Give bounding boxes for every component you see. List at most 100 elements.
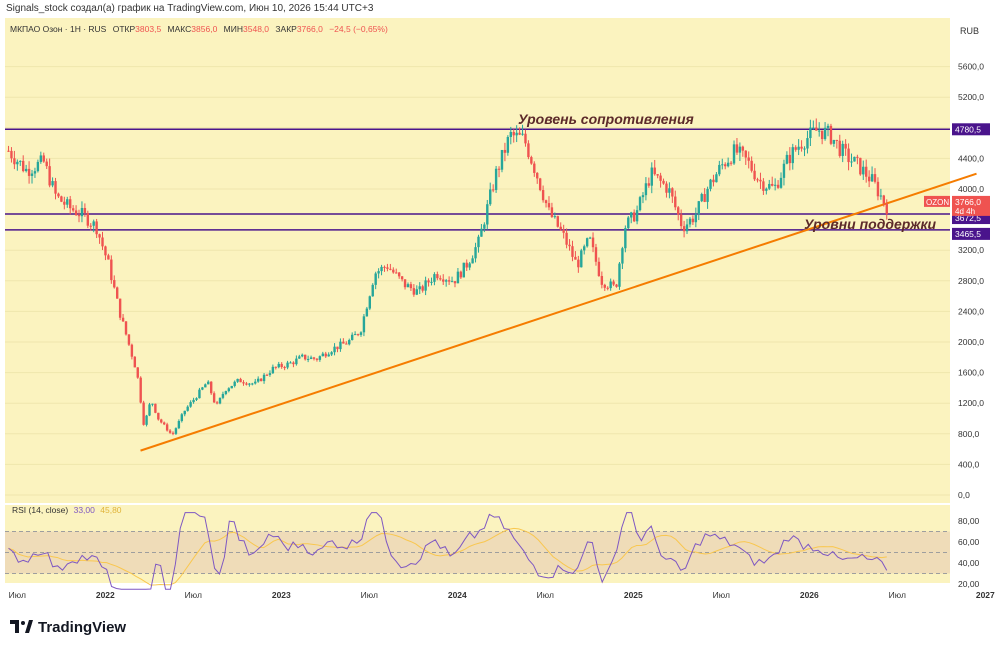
candle (624, 228, 627, 249)
candle (450, 281, 454, 283)
legend-change: −24,5 (−0,65%) (329, 24, 388, 34)
candle (618, 263, 621, 287)
candle (594, 247, 598, 262)
candle (400, 276, 404, 280)
time-tick-label: Июл (9, 590, 26, 600)
candle (259, 378, 263, 382)
candle (86, 212, 90, 226)
candle (756, 179, 759, 181)
candle (201, 387, 204, 390)
candle (42, 155, 45, 162)
candle (762, 181, 765, 191)
tradingview-logo[interactable]: TradingView (10, 616, 126, 638)
candle (870, 174, 874, 182)
legend-open: 3803,5 (135, 24, 161, 34)
candle (585, 238, 589, 247)
candle (835, 139, 839, 141)
candle (759, 179, 762, 182)
candle (653, 167, 656, 175)
candle (113, 280, 116, 288)
legend-open-label: ОТКР (113, 24, 136, 34)
time-tick-label: 2027 (976, 590, 995, 600)
candle (621, 248, 624, 264)
candle (879, 195, 883, 197)
candle (174, 428, 178, 434)
candle (33, 171, 37, 174)
price-tick-label: 800,0 (958, 429, 980, 439)
candle (459, 271, 463, 278)
candle (500, 149, 504, 170)
legend-high: 3856,0 (191, 24, 217, 34)
candle (365, 308, 369, 317)
candle (609, 281, 612, 289)
candle (538, 178, 542, 191)
candle (10, 150, 13, 159)
candle (862, 166, 865, 175)
candle (682, 226, 686, 232)
candle (753, 170, 756, 180)
candle (439, 278, 442, 280)
candle (377, 271, 380, 274)
candle (427, 280, 430, 283)
price-tick-label: 3200,0 (958, 245, 984, 255)
candle (154, 403, 157, 413)
legend-close: 3766,0 (297, 24, 323, 34)
main-pane-bg (5, 18, 950, 503)
candle (547, 203, 551, 208)
candle (13, 158, 16, 165)
candle (512, 131, 515, 136)
candle (521, 133, 524, 135)
candle (51, 181, 54, 186)
candle (509, 131, 512, 138)
time-tick-label: 2022 (96, 590, 115, 600)
candle (418, 286, 421, 290)
candle (471, 258, 474, 264)
candle (788, 154, 792, 164)
time-tick-label: 2026 (800, 590, 819, 600)
candle (353, 334, 357, 336)
resistance-price-tag-bg (952, 123, 990, 136)
candle (215, 402, 219, 404)
candle (791, 147, 794, 164)
candle (89, 225, 92, 227)
candle (171, 432, 175, 434)
candle (110, 259, 113, 281)
candle (677, 207, 680, 215)
candle (867, 176, 871, 182)
candle (809, 127, 812, 139)
candle (873, 174, 877, 182)
candle (104, 246, 107, 256)
candle (327, 354, 330, 357)
candle (151, 403, 154, 405)
candle (580, 250, 583, 268)
candle (233, 381, 236, 386)
candle (54, 181, 57, 194)
support-annotation[interactable]: Уровни поддержки (804, 216, 937, 232)
rsi-ma-value: 45,80 (100, 505, 122, 515)
legend-low: 3548,0 (243, 24, 269, 34)
candle (318, 356, 322, 360)
candle (92, 221, 95, 226)
candle (248, 383, 251, 385)
rsi-tick-label: 20,00 (958, 579, 980, 589)
candle (841, 143, 844, 156)
candle (732, 144, 736, 164)
candle (268, 373, 272, 375)
candle (815, 127, 818, 131)
candle (671, 188, 674, 197)
resistance-annotation[interactable]: Уровень сопротивления (518, 111, 694, 127)
candle (7, 150, 10, 152)
symbol-legend: МКПАО Озон · 1Н · RUS ОТКР3803,5 МАКС385… (10, 24, 388, 34)
time-tick-label: 2024 (448, 590, 467, 600)
candle (342, 341, 345, 344)
time-tick-label: Июл (889, 590, 906, 600)
candle (694, 214, 698, 223)
candle (124, 321, 128, 335)
candle (239, 378, 242, 383)
candle (409, 284, 413, 289)
candle (456, 271, 460, 284)
candle (515, 132, 518, 136)
candle (74, 210, 78, 216)
candle (741, 146, 745, 151)
